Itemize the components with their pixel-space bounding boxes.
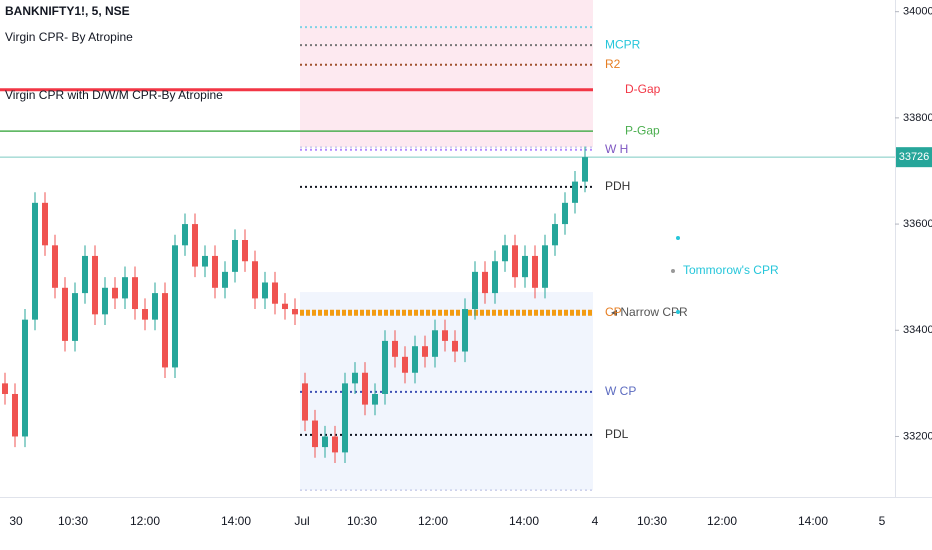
candle-body	[292, 309, 298, 315]
x-tick-label: 10:30	[347, 514, 377, 528]
candle-body	[532, 255, 538, 288]
candle-body	[12, 393, 18, 437]
x-tick-label: 12:00	[130, 514, 160, 528]
candle-body	[192, 224, 198, 267]
candle-body	[352, 372, 358, 384]
candle-body	[472, 271, 478, 310]
y-tick-label: 33200	[903, 430, 932, 442]
indicator-label: Virgin CPR with D/W/M CPR-By Atropine	[5, 88, 223, 102]
level-label: W H	[605, 142, 628, 156]
x-tick-label: 30	[9, 514, 23, 528]
level-label: PDL	[605, 427, 629, 441]
candle-body	[512, 245, 518, 278]
y-tick-label: 34000	[903, 6, 932, 18]
cpr-band	[300, 0, 593, 148]
candle-body	[272, 282, 278, 304]
candle-body	[2, 383, 8, 394]
candle-body	[412, 346, 418, 373]
candle-body	[32, 202, 38, 320]
candle-body	[552, 224, 558, 246]
x-tick-label: 5	[879, 514, 886, 528]
candle-body	[262, 282, 268, 299]
candle-body	[52, 245, 58, 288]
level-label: MCPR	[605, 37, 641, 51]
candle-body	[242, 240, 248, 262]
y-tick-label: 33400	[903, 324, 932, 336]
candle-body	[72, 293, 78, 341]
candle-body	[132, 277, 138, 310]
candle-body	[172, 245, 178, 368]
candle-body	[382, 340, 388, 394]
candle-body	[152, 293, 158, 320]
level-label: W CP	[605, 384, 636, 398]
plot-area	[0, 0, 593, 491]
candle-body	[402, 356, 408, 373]
candle-body	[482, 271, 488, 294]
x-tick-label: 14:00	[509, 514, 539, 528]
candle-body	[562, 202, 568, 225]
y-tick-label: 33800	[903, 112, 932, 124]
candle-body	[572, 181, 578, 203]
marker-dot	[676, 236, 680, 240]
level-label: PDH	[605, 179, 630, 193]
candle-body	[362, 372, 368, 405]
candle-body	[432, 330, 438, 357]
annotation: Tommorow's CPR	[683, 263, 779, 277]
candle-body	[62, 287, 68, 341]
indicator-label: Virgin CPR- By Atropine	[5, 30, 133, 44]
candle-body	[422, 346, 428, 357]
x-tick-label: 12:00	[707, 514, 737, 528]
price-label: 33726	[899, 151, 930, 163]
candle-body	[252, 261, 258, 299]
candle-body	[112, 287, 118, 299]
candle-body	[542, 245, 548, 288]
x-tick-label: 14:00	[798, 514, 828, 528]
candle-body	[122, 277, 128, 299]
candle-body	[452, 340, 458, 352]
annotation: ◂ Narrow CPR	[611, 305, 688, 319]
candle-body	[162, 293, 168, 368]
y-tick-label: 33600	[903, 218, 932, 230]
candle-body	[212, 255, 218, 288]
candle-body	[332, 436, 338, 453]
candle-body	[82, 255, 88, 294]
candle-body	[202, 255, 208, 267]
candle-body	[322, 436, 328, 448]
candle-body	[222, 271, 228, 288]
candle-body	[302, 383, 308, 421]
x-tick-label: 12:00	[418, 514, 448, 528]
candle-body	[102, 287, 108, 315]
candle-body	[392, 340, 398, 357]
candle-body	[342, 383, 348, 453]
candle-body	[442, 330, 448, 341]
candle-body	[522, 255, 528, 278]
candle-body	[282, 303, 288, 310]
x-tick-label: 4	[592, 514, 599, 528]
candle-body	[582, 157, 588, 182]
chart-title: BANKNIFTY1!, 5, NSE	[5, 4, 130, 18]
price-label-box	[896, 147, 932, 168]
candle-body	[92, 255, 98, 315]
candle-body	[42, 202, 48, 246]
level-label: R2	[605, 57, 621, 71]
candle-body	[312, 420, 318, 448]
level-label: P-Gap	[625, 123, 660, 137]
candle-body	[492, 261, 498, 294]
candle-body	[182, 224, 188, 246]
x-tick-label: 14:00	[221, 514, 251, 528]
x-tick-label: Jul	[294, 514, 309, 528]
level-label: D-Gap	[625, 82, 661, 96]
candle-body	[142, 309, 148, 320]
candle-body	[462, 309, 468, 352]
marker-dot	[676, 310, 680, 314]
x-tick-label: 10:30	[58, 514, 88, 528]
marker-dot	[671, 269, 675, 273]
candle-body	[372, 393, 378, 405]
candle-body	[22, 319, 28, 437]
x-tick-label: 10:30	[637, 514, 667, 528]
candle-body	[232, 240, 238, 272]
level-label: CP	[605, 305, 622, 319]
candle-body	[502, 245, 508, 262]
